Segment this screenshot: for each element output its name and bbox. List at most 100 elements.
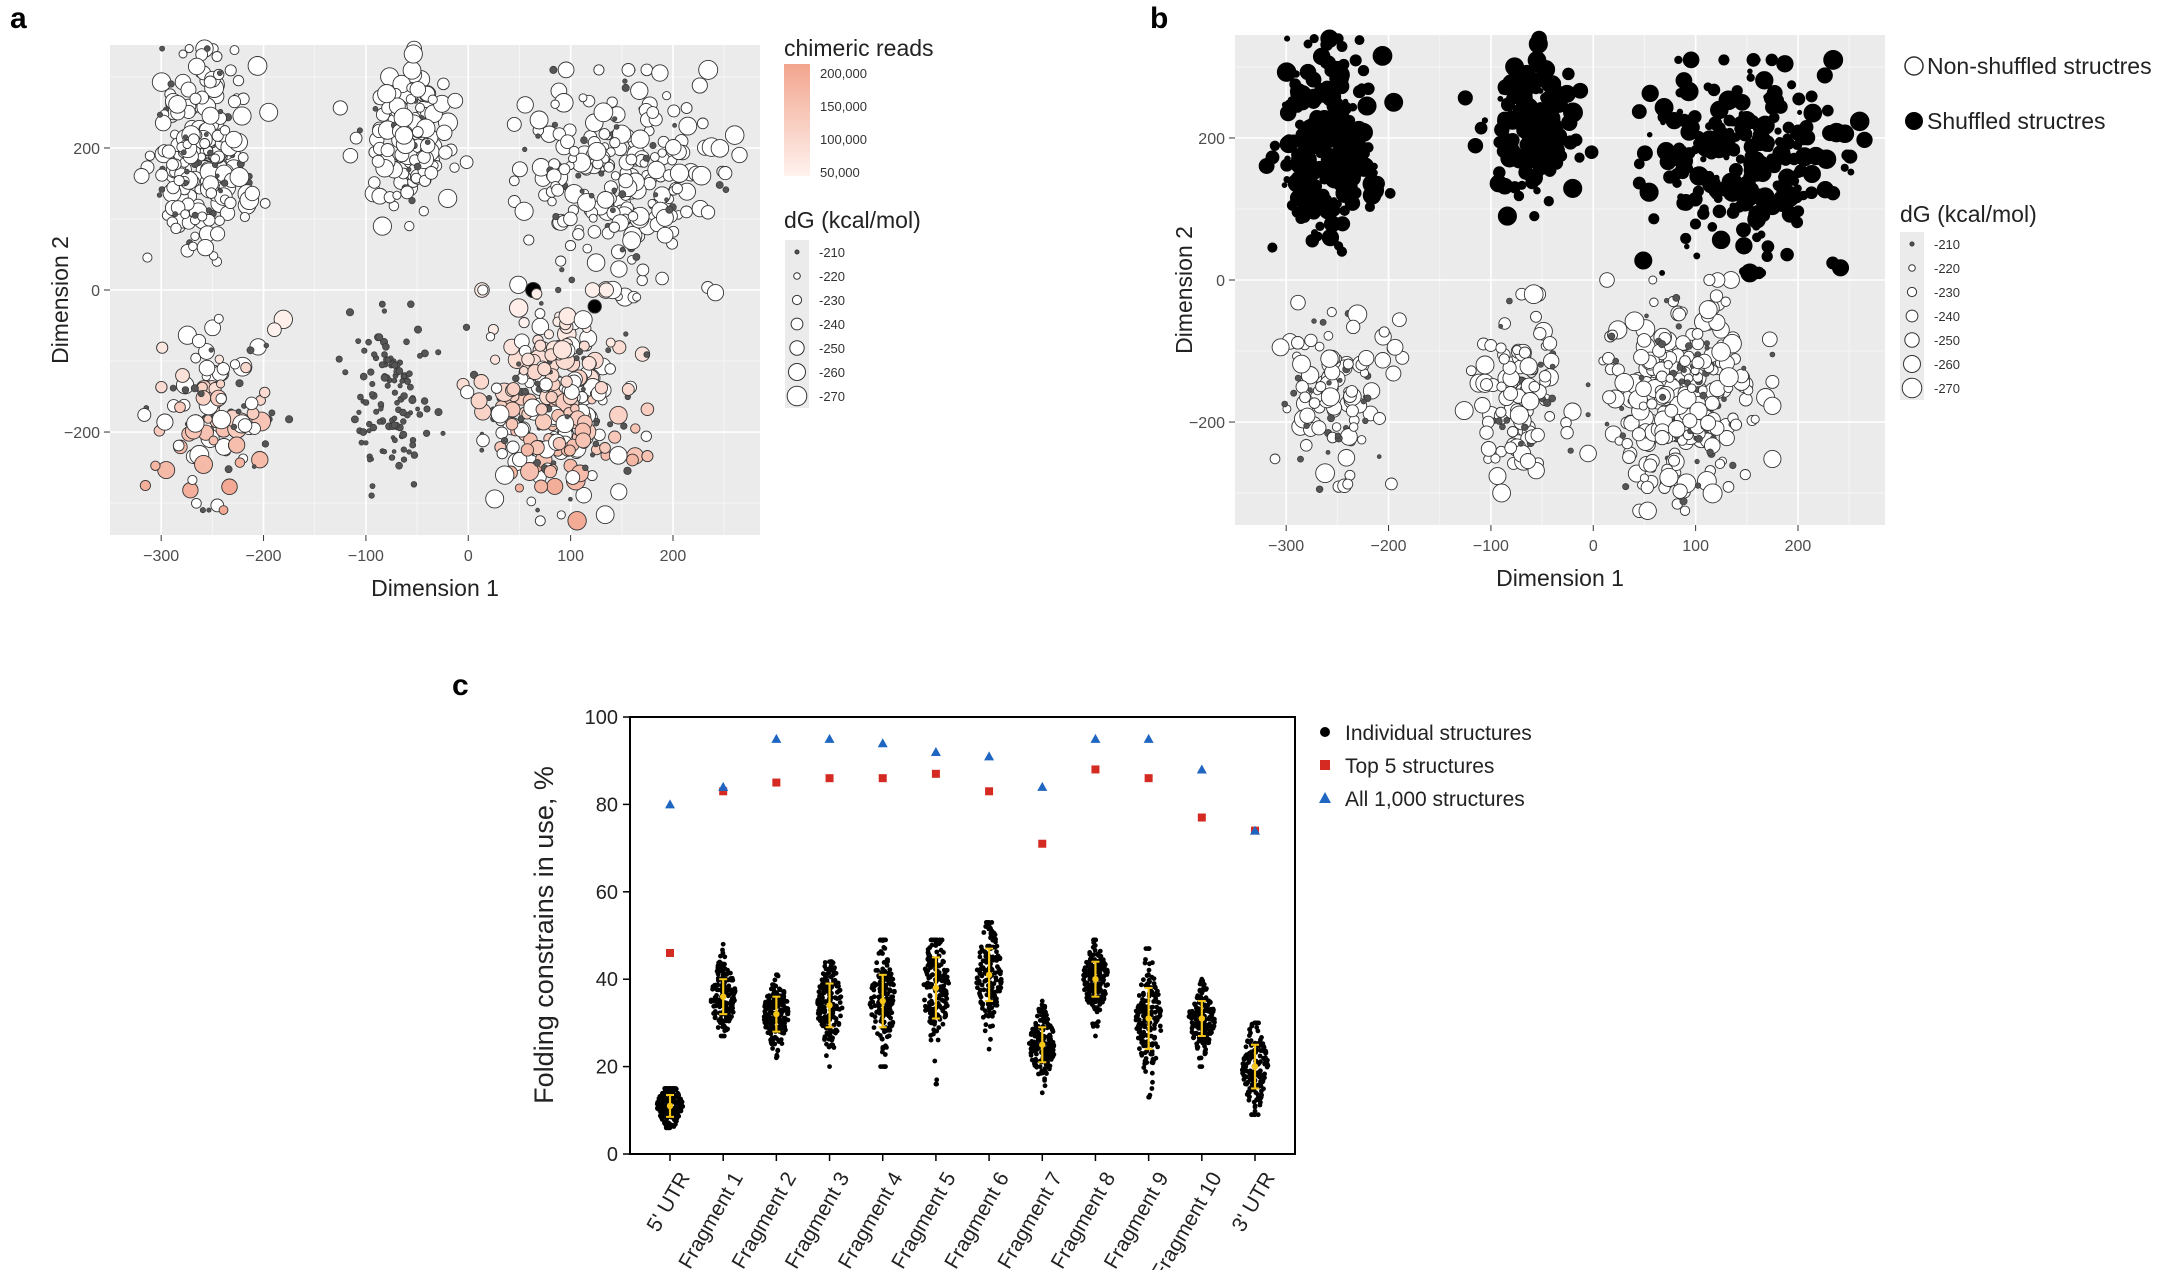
scatter-point (1736, 169, 1743, 176)
individual-structure-point (821, 990, 827, 995)
individual-structure-point (828, 1036, 833, 1041)
individual-structure-point (1095, 988, 1101, 994)
top5-point (985, 787, 994, 796)
scatter-point (1563, 178, 1583, 198)
scatter-point (1538, 370, 1552, 383)
individual-structure-point (941, 983, 947, 989)
scatter-point (618, 173, 634, 189)
individual-structure-point (1149, 989, 1155, 995)
scatter-point (1750, 414, 1760, 424)
scatter-point (596, 191, 615, 209)
scatter-point (534, 413, 553, 431)
scatter-point (1315, 485, 1324, 493)
scatter-point (156, 413, 174, 431)
scatter-point (230, 423, 238, 431)
scatter-point (1504, 441, 1518, 455)
scatter-point (581, 386, 586, 392)
scatter-point (1729, 418, 1743, 431)
individual-structure-point (678, 1101, 684, 1107)
x-tick-label: −300 (143, 548, 179, 565)
scatter-point (1269, 453, 1281, 465)
scatter-point (477, 284, 489, 296)
individual-structure-point (1133, 1008, 1139, 1014)
scatter-point (391, 415, 398, 422)
scatter-point (204, 319, 221, 337)
scatter-point (599, 442, 611, 454)
individual-structure-point (1211, 1007, 1216, 1013)
scatter-point (546, 477, 564, 495)
individual-structure-point (781, 990, 787, 996)
scatter-point (519, 365, 529, 376)
individual-structure-point (1152, 1016, 1157, 1021)
scatter-point (1385, 477, 1398, 491)
scatter-point (605, 337, 616, 348)
individual-structure-point (712, 1011, 718, 1017)
scatter-point (1372, 46, 1393, 66)
y-tick-label: −200 (64, 425, 100, 442)
size-legend-key (790, 317, 804, 331)
scatter-point (1682, 51, 1700, 69)
scatter-point (211, 409, 232, 430)
individual-structure-point (1152, 1035, 1157, 1041)
scatter-point (1327, 414, 1335, 423)
scatter-point (1369, 175, 1385, 192)
individual-structure-point (993, 977, 999, 983)
legend-a-color-label: 50,000 (820, 165, 860, 180)
scatter-point (402, 60, 422, 80)
individual-structure-point (1262, 1071, 1267, 1077)
scatter-point (1668, 454, 1680, 467)
scatter-point (1518, 97, 1539, 118)
size-legend-key (793, 272, 801, 280)
scatter-point (1660, 119, 1666, 126)
scatter-point (184, 168, 190, 175)
scatter-point (643, 351, 651, 358)
scatter-point (377, 84, 397, 104)
scatter-point (381, 308, 388, 314)
individual-structure-point (1091, 952, 1097, 957)
individual-structure-point (1045, 1021, 1050, 1027)
mean-point (773, 1010, 780, 1018)
top5-point (1091, 765, 1100, 774)
scatter-point (1517, 180, 1527, 190)
individual-structure-point (721, 970, 726, 976)
individual-structure-point (1084, 959, 1089, 965)
scatter-point (259, 386, 271, 399)
scatter-point (636, 274, 648, 287)
scatter-point (496, 447, 508, 460)
scatter-point (1733, 201, 1745, 213)
scatter-point (1509, 405, 1529, 425)
individual-structure-point (994, 943, 1000, 949)
scatter-point (731, 146, 748, 164)
scatter-point (610, 483, 628, 501)
scatter-point (219, 125, 231, 136)
plot-c-frame (629, 716, 1296, 1155)
individual-structure-point (834, 1028, 840, 1034)
scatter-point (406, 370, 413, 378)
scatter-point (1480, 378, 1493, 392)
individual-structure-point (936, 1025, 942, 1030)
individual-structure-point (1204, 986, 1209, 991)
scatter-point (581, 355, 597, 371)
scatter-point (1548, 394, 1556, 403)
scatter-point (649, 152, 660, 162)
scatter-point (1344, 115, 1356, 126)
scatter-point (1835, 124, 1855, 144)
scatter-point (1350, 120, 1368, 139)
individual-structure-point (988, 1036, 993, 1042)
scatter-point (1534, 71, 1552, 88)
individual-structure-point (779, 1030, 785, 1036)
scatter-point (1538, 152, 1547, 161)
scatter-point (196, 238, 215, 257)
scatter-point (1676, 364, 1684, 371)
individual-structure-point (776, 999, 782, 1004)
scatter-point (1345, 385, 1359, 398)
individual-structure-point (1100, 974, 1105, 980)
individual-structure-point (779, 1041, 785, 1046)
individual-structure-point (870, 999, 876, 1005)
scatter-point (1743, 156, 1759, 172)
scatter-point (1385, 365, 1402, 382)
scatter-point (1314, 341, 1325, 352)
individual-structure-point (773, 1055, 779, 1061)
scatter-point (367, 457, 373, 463)
